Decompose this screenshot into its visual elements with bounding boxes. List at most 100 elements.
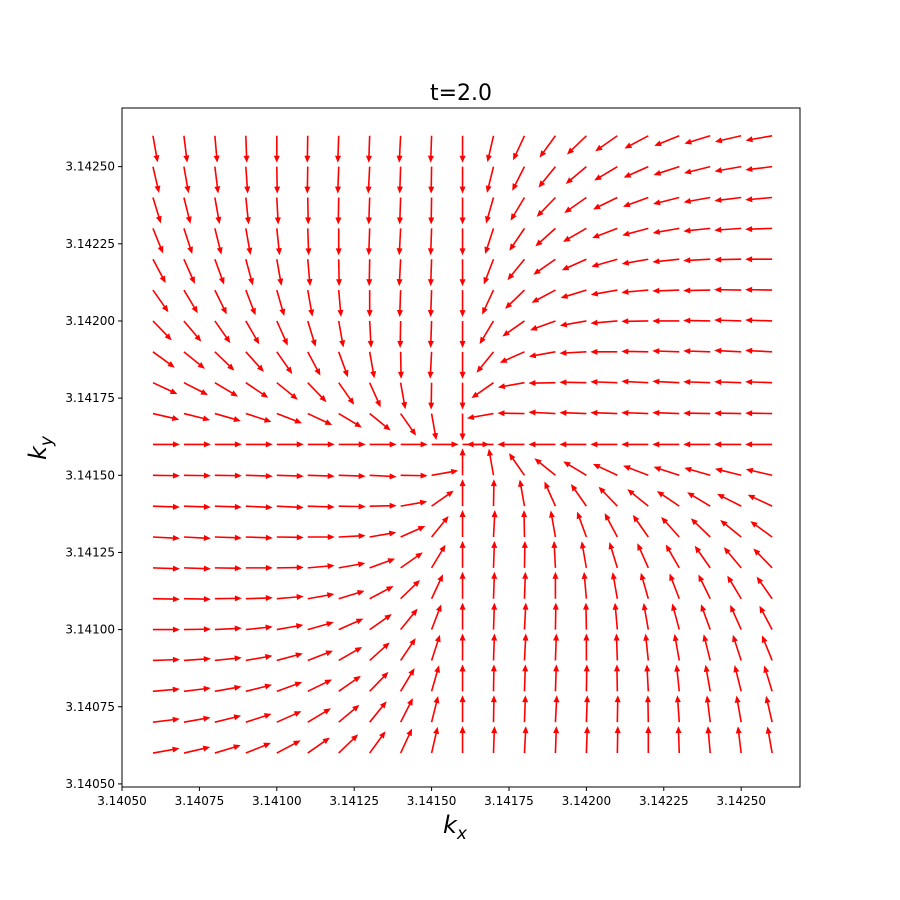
arrow <box>564 196 587 213</box>
arrow <box>338 503 366 510</box>
arrow <box>459 166 466 194</box>
arrow <box>484 228 495 255</box>
arrow <box>245 259 254 286</box>
arrow <box>745 317 773 324</box>
arrow <box>396 166 403 194</box>
arrow <box>623 165 649 178</box>
arrow <box>491 726 498 754</box>
arrow <box>459 382 466 410</box>
arrow <box>644 695 651 723</box>
arrow <box>305 197 312 225</box>
arrow <box>621 348 649 355</box>
arrow <box>152 686 180 693</box>
arrow <box>366 259 373 287</box>
arrow <box>431 441 459 448</box>
arrow <box>745 467 773 477</box>
arrow <box>152 472 180 479</box>
arrow <box>553 726 560 754</box>
arrow <box>459 259 466 287</box>
arrow <box>627 489 649 507</box>
arrow <box>591 258 618 268</box>
arrow <box>369 441 397 448</box>
arrow <box>274 197 281 225</box>
arrow <box>732 634 742 661</box>
arrow <box>276 594 304 600</box>
arrow <box>652 348 680 355</box>
arrow <box>431 490 454 507</box>
arrow <box>714 441 742 448</box>
arrow <box>338 382 355 405</box>
arrow <box>534 458 556 476</box>
arrow <box>459 413 466 441</box>
x-tick-label: 3.14200 <box>562 794 612 808</box>
arrow <box>400 441 428 448</box>
arrow <box>427 135 434 163</box>
arrow <box>152 381 178 395</box>
arrow <box>430 634 441 661</box>
x-tick-label: 3.14150 <box>407 794 457 808</box>
arrow <box>684 466 711 477</box>
arrow <box>507 258 526 281</box>
arrow <box>245 412 272 423</box>
arrow <box>703 664 712 692</box>
arrow <box>652 441 680 448</box>
arrow <box>276 711 302 723</box>
arrow <box>152 716 180 723</box>
arrow <box>593 196 618 210</box>
arrow <box>183 535 211 542</box>
arrow <box>214 595 242 602</box>
arrow <box>335 135 342 163</box>
arrow <box>397 351 404 379</box>
x-tick-label: 3.14050 <box>97 794 147 808</box>
arrow <box>152 535 180 542</box>
arrow <box>745 256 773 263</box>
arrow <box>559 320 587 328</box>
arrow <box>338 734 359 754</box>
arrow <box>632 514 649 538</box>
arrow <box>466 441 494 448</box>
arrow <box>245 564 273 571</box>
arrow <box>213 135 220 163</box>
arrow <box>551 540 558 568</box>
arrow <box>369 731 386 754</box>
arrow <box>531 289 556 303</box>
arrow <box>214 382 239 397</box>
arrow <box>400 472 428 479</box>
arrow <box>592 463 618 477</box>
arrow <box>214 684 242 693</box>
arrow <box>705 726 712 754</box>
arrow <box>365 197 372 225</box>
y-tick-label: 3.14075 <box>65 700 115 714</box>
y-axis-label-subscript: y <box>37 435 57 447</box>
arrow <box>338 675 361 692</box>
arrow <box>559 409 587 416</box>
arrow <box>396 290 403 318</box>
arrow <box>753 548 773 569</box>
arrow <box>561 258 587 271</box>
arrow <box>560 289 587 299</box>
arrow <box>485 166 495 193</box>
arrow <box>338 704 360 723</box>
arrow <box>653 165 680 176</box>
arrow <box>276 259 284 286</box>
arrow <box>368 351 377 379</box>
arrow <box>652 409 680 416</box>
arrow <box>727 575 742 600</box>
arrow <box>307 708 331 723</box>
arrow <box>428 382 435 410</box>
arrow <box>750 521 773 538</box>
arrow <box>152 228 164 254</box>
arrow <box>400 526 426 538</box>
arrow <box>683 410 711 417</box>
arrow <box>652 378 680 385</box>
arrow <box>734 695 742 723</box>
arrow <box>276 504 304 511</box>
arrow <box>714 134 742 144</box>
arrow <box>338 472 366 479</box>
arrow <box>665 544 680 569</box>
x-tick-label: 3.14075 <box>175 794 225 808</box>
axes-frame <box>121 107 801 788</box>
arrow <box>644 664 651 692</box>
arrow <box>430 726 440 754</box>
